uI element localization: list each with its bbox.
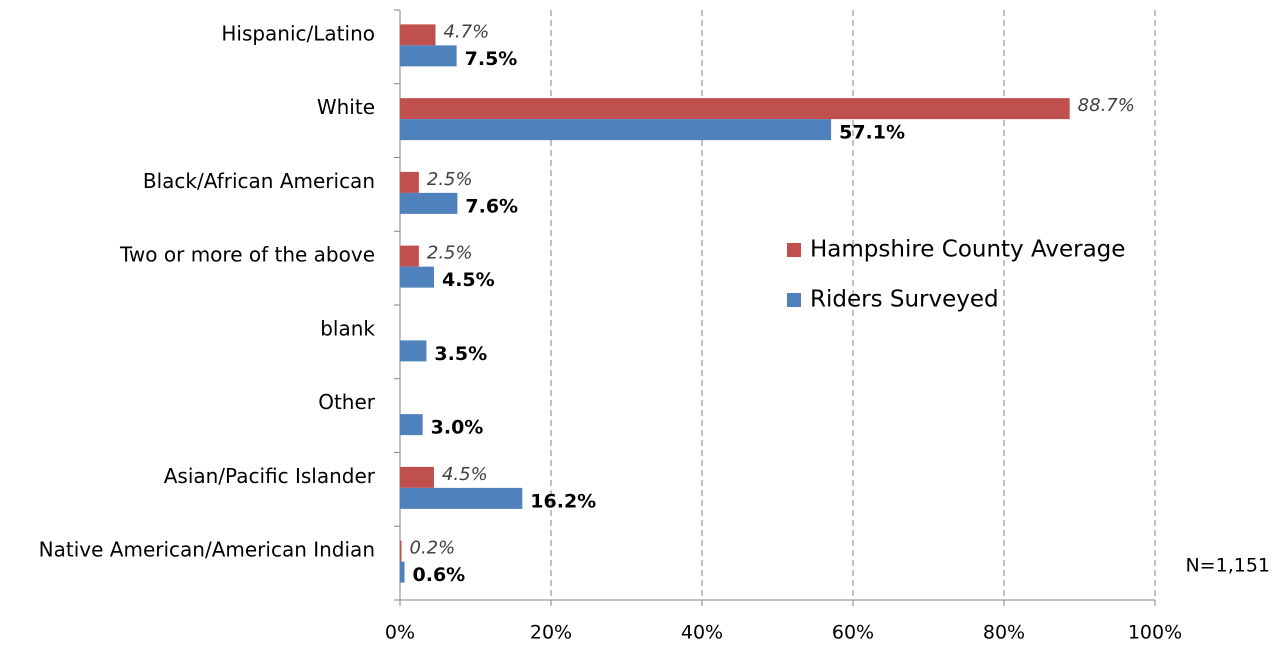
- x-tick-label: 80%: [983, 622, 1025, 644]
- y-tick-label: White: [317, 95, 375, 119]
- value-label: 57.1%: [839, 122, 905, 144]
- bar: [400, 340, 427, 362]
- bar: [400, 414, 423, 436]
- bar: [400, 45, 457, 67]
- y-tick-label: Black/African American: [143, 169, 375, 193]
- legend-label: Hampshire County Average: [810, 237, 1125, 263]
- bar: [400, 540, 402, 562]
- value-label: 7.6%: [465, 195, 518, 217]
- x-tick-label: 100%: [1128, 622, 1182, 644]
- bar: [400, 24, 436, 46]
- bar: [400, 487, 523, 509]
- bar: [400, 561, 405, 583]
- bar: [400, 466, 434, 488]
- value-label: 3.5%: [434, 343, 487, 365]
- y-tick-label: Hispanic/Latino: [221, 21, 375, 45]
- value-label: 4.5%: [442, 269, 495, 291]
- y-tick-label: Asian/Pacific Islander: [164, 464, 376, 488]
- x-tick-label: 20%: [530, 622, 572, 644]
- annotation: N=1,151: [1185, 555, 1270, 577]
- legend-swatch: [787, 293, 801, 307]
- bar: [400, 266, 434, 288]
- bar: [400, 171, 419, 193]
- y-tick-label: Two or more of the above: [119, 243, 375, 267]
- x-tick-label: 0%: [385, 622, 415, 644]
- value-label: 3.0%: [431, 417, 484, 439]
- value-label: 2.5%: [427, 169, 473, 190]
- y-tick-label: Native American/American Indian: [39, 538, 375, 562]
- y-tick-label: Other: [318, 390, 376, 414]
- x-tick-label: 60%: [832, 622, 874, 644]
- y-tick-label: blank: [320, 316, 375, 340]
- value-label: 4.7%: [443, 21, 489, 42]
- value-label: 0.6%: [413, 564, 466, 586]
- bar: [400, 119, 832, 141]
- bar: [400, 245, 419, 267]
- value-label: 16.2%: [530, 490, 596, 512]
- x-tick-label: 40%: [681, 622, 723, 644]
- value-label: 88.7%: [1078, 95, 1135, 116]
- value-label: 2.5%: [427, 243, 473, 264]
- legend-label: Riders Surveyed: [810, 287, 999, 313]
- legend-swatch: [787, 243, 801, 257]
- value-label: 0.2%: [410, 538, 456, 559]
- bar: [400, 192, 458, 214]
- bar: [400, 98, 1070, 120]
- value-label: 4.5%: [442, 464, 488, 485]
- value-label: 7.5%: [465, 48, 518, 70]
